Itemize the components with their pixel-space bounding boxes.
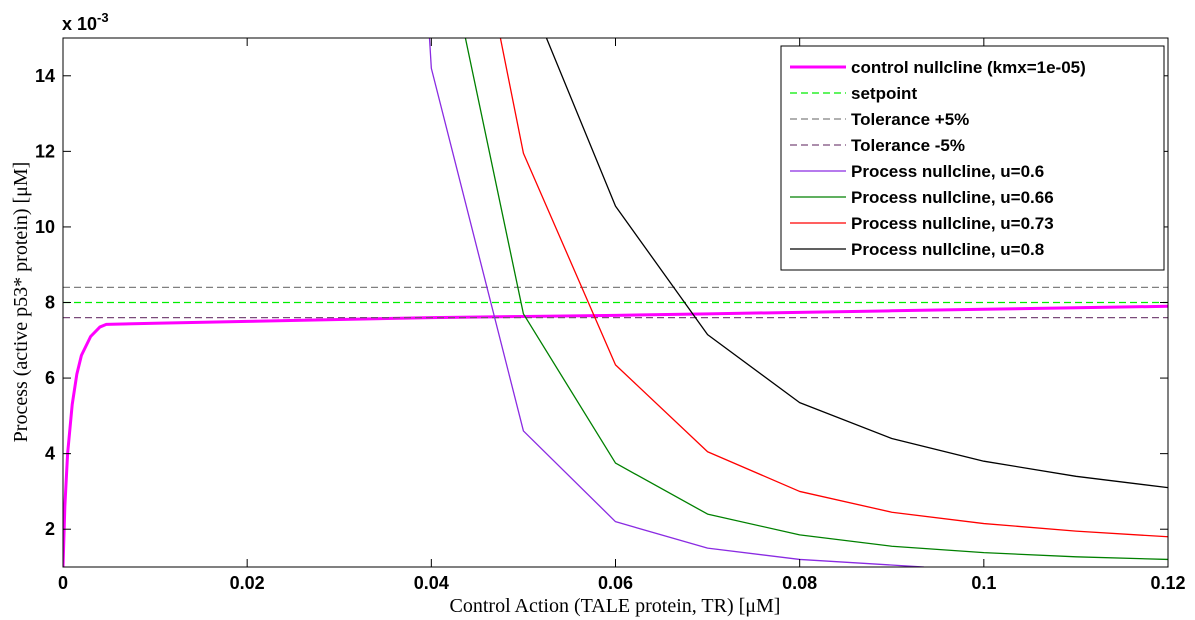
y-tick-label: 12 [35, 141, 55, 161]
y-tick-label: 10 [35, 217, 55, 237]
y-tick-label: 8 [45, 293, 55, 313]
series-line-0 [63, 304, 1168, 567]
legend-label-1: setpoint [851, 84, 917, 103]
legend-label-0: control nullcline (kmx=1e-05) [851, 58, 1086, 77]
series-line-6 [499, 38, 1168, 538]
x-tick-label: 0.12 [1150, 573, 1185, 593]
legend-box [780, 45, 1165, 271]
y-axis-label: Process (active p53* protein) [μM] [10, 162, 32, 443]
x-tick-label: 0.02 [230, 573, 265, 593]
y-tick-label: 14 [35, 66, 55, 86]
x-tick-label: 0.04 [414, 573, 449, 593]
x-tick-label: 0 [58, 573, 68, 593]
legend-label-6: Process nullcline, u=0.73 [851, 214, 1054, 233]
legend-label-3: Tolerance -5% [851, 136, 965, 155]
x-tick-label: 0.1 [971, 573, 996, 593]
y-multiplier-label: x 10-3 [62, 10, 109, 34]
series-line-5 [464, 38, 1168, 561]
y-tick-label: 6 [45, 368, 55, 388]
y-multiplier-exponent: -3 [97, 10, 109, 25]
x-tick-label: 0.08 [782, 573, 817, 593]
series-line-7 [545, 38, 1168, 489]
legend-label-4: Process nullcline, u=0.6 [851, 162, 1044, 181]
legend: control nullcline (kmx=1e-05) setpoint Tol… [780, 45, 1165, 271]
legend-label-5: Process nullcline, u=0.66 [851, 188, 1054, 207]
y-tick-label: 2 [45, 519, 55, 539]
legend-label-7: Process nullcline, u=0.8 [851, 240, 1044, 259]
legend-label-2: Tolerance +5% [851, 110, 969, 129]
x-axis-label: Control Action (TALE protein, TR) [μM] [450, 595, 781, 617]
x-tick-label: 0.06 [598, 573, 633, 593]
y-tick-label: 4 [45, 444, 55, 464]
